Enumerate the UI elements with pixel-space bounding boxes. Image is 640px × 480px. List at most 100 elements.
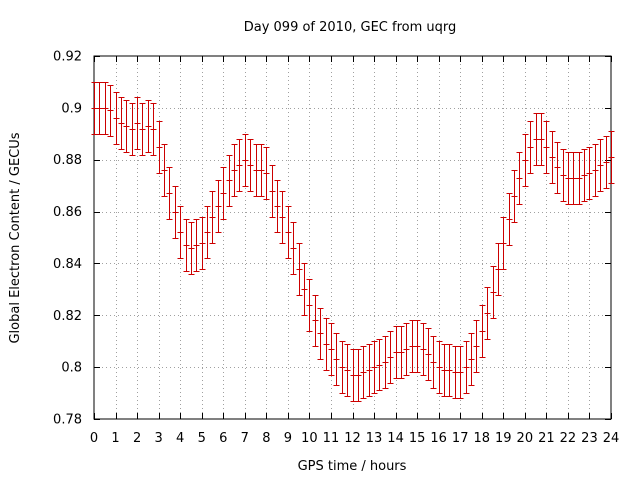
error-bar: [500, 217, 507, 270]
error-bar: [560, 149, 567, 202]
x-tick-label: 2: [133, 431, 141, 446]
x-tick-label: 23: [581, 431, 598, 446]
y-tick-label: 0.92: [53, 50, 82, 65]
error-bar: [145, 100, 152, 153]
error-bar: [543, 121, 550, 174]
error-bar: [608, 131, 615, 184]
x-tick-label: 20: [517, 431, 534, 446]
error-bar: [215, 180, 222, 233]
error-bar: [150, 103, 157, 156]
x-tick-label: 6: [219, 431, 227, 446]
error-bar: [554, 142, 561, 194]
error-bar: [247, 139, 254, 192]
error-bar: [220, 167, 227, 220]
x-tick-label: 14: [387, 431, 404, 446]
x-tick-label: 7: [241, 431, 249, 446]
x-tick-label: 18: [473, 431, 490, 446]
y-tick-label: 0.84: [53, 257, 82, 272]
y-tick-label: 0.9: [61, 101, 82, 116]
error-bar: [274, 180, 281, 233]
error-bar: [328, 323, 335, 376]
error-bar: [403, 323, 410, 376]
chart-title: Day 099 of 2010, GEC from uqrg: [244, 20, 457, 35]
error-bar: [586, 147, 593, 200]
error-bar: [258, 144, 265, 197]
error-bar: [603, 136, 610, 189]
error-bar: [581, 149, 588, 202]
x-tick-label: 22: [560, 431, 577, 446]
error-bar: [312, 295, 319, 347]
x-tick-label: 12: [344, 431, 361, 446]
error-bar: [123, 100, 130, 153]
error-bar: [436, 341, 443, 394]
error-bar: [129, 103, 136, 156]
error-bar: [597, 139, 604, 192]
error-bar: [527, 121, 534, 174]
error-bar: [366, 344, 373, 397]
error-bar: [177, 206, 184, 259]
error-bar: [538, 113, 545, 166]
error-bar: [490, 266, 497, 319]
error-bar: [107, 85, 114, 137]
error-bar: [166, 167, 173, 220]
y-axis-label: Global Electron Content / GECUs: [8, 132, 23, 343]
error-bar: [468, 333, 475, 386]
error-bar: [118, 97, 125, 150]
error-bar: [339, 341, 346, 394]
error-bar: [430, 336, 437, 389]
x-tick-label: 9: [284, 431, 292, 446]
plot-frame: [93, 55, 612, 420]
x-tick-label: 11: [323, 431, 340, 446]
error-bar: [134, 97, 141, 150]
error-bar: [382, 336, 389, 389]
x-tick-label: 5: [198, 431, 206, 446]
error-bar: [199, 217, 206, 270]
x-tick-label: 4: [176, 431, 184, 446]
error-bar: [473, 320, 480, 373]
x-tick-label: 13: [366, 431, 383, 446]
error-bar: [522, 134, 529, 187]
error-bar: [231, 144, 238, 197]
error-bar: [495, 243, 502, 296]
error-bar: [398, 326, 405, 379]
error-bar: [296, 243, 303, 296]
y-tick-label: 0.86: [53, 205, 82, 220]
error-bar: [263, 147, 270, 200]
error-bar: [344, 344, 351, 397]
error-bar: [285, 206, 292, 259]
error-bar: [570, 152, 577, 205]
x-tick-label: 24: [603, 431, 620, 446]
error-bar: [113, 92, 120, 145]
error-bar: [96, 82, 103, 135]
error-bar: [484, 287, 491, 340]
error-bar: [204, 206, 211, 259]
x-tick-label: 10: [301, 431, 318, 446]
error-bar: [360, 346, 367, 399]
x-tick-label: 21: [538, 431, 555, 446]
y-tick-label: 0.88: [53, 153, 82, 168]
error-bar: [323, 318, 330, 371]
error-bar: [463, 341, 470, 394]
error-bar: [333, 333, 340, 386]
error-bar: [226, 155, 233, 207]
error-bar: [387, 331, 394, 384]
y-tick-label: 0.8: [61, 361, 82, 376]
error-bar: [306, 279, 313, 332]
error-bar: [420, 323, 427, 376]
x-tick-label: 17: [452, 431, 469, 446]
error-bar: [290, 222, 297, 275]
error-bar: [506, 193, 513, 246]
error-bar: [376, 339, 383, 391]
x-tick-label: 1: [111, 431, 119, 446]
error-bar: [209, 191, 216, 244]
error-bar: [269, 165, 276, 218]
x-tick-label: 8: [262, 431, 270, 446]
error-bar: [236, 139, 243, 192]
error-bar: [479, 305, 486, 358]
error-bar: [457, 346, 464, 399]
error-bar: [355, 349, 362, 402]
error-bar: [188, 222, 195, 275]
error-bar: [279, 191, 286, 244]
error-bar: [592, 144, 599, 197]
